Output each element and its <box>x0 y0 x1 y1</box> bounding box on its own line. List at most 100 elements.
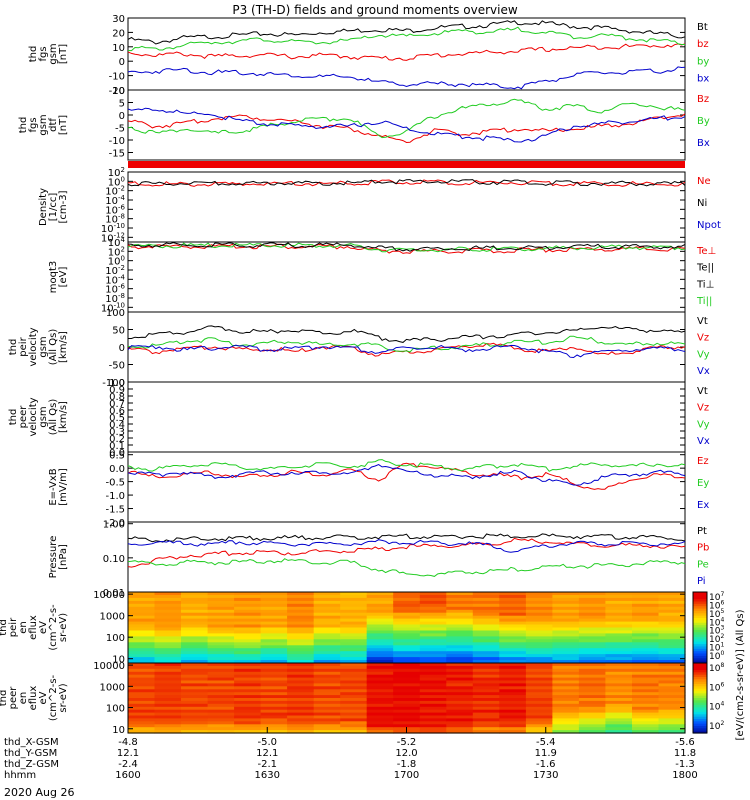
heatmap-cell <box>499 597 527 602</box>
heatmap-cell <box>207 727 235 731</box>
heatmap-cell <box>525 712 553 717</box>
heatmap-cell <box>207 692 235 696</box>
heatmap-cell <box>525 624 553 629</box>
heatmap-cell <box>578 680 606 684</box>
heatmap-cell <box>260 680 288 684</box>
heatmap-cell <box>658 677 686 682</box>
heatmap-cell <box>552 595 580 599</box>
heatmap-cell <box>340 724 368 728</box>
panel-3: 10210010-210-410-610-810-1010-12Density[… <box>38 166 721 244</box>
heatmap-cell <box>552 706 580 711</box>
heatmap-cell <box>128 636 156 640</box>
heatmap-cell <box>154 618 182 623</box>
heatmap-cell <box>234 624 262 629</box>
heatmap-cell <box>658 686 686 690</box>
heatmap-cell <box>207 674 235 679</box>
colorbar-segment <box>693 702 707 706</box>
heatmap-cell <box>207 721 235 725</box>
heatmap-cell <box>419 603 447 608</box>
legend-Te⊥: Te⊥ <box>696 246 716 257</box>
heatmap-cell <box>419 674 447 679</box>
colorbar-segment <box>693 679 707 683</box>
heatmap-cell <box>207 633 235 637</box>
heatmap-cell <box>393 618 421 623</box>
legend-Vx: Vx <box>697 366 710 377</box>
heatmap-cell <box>658 615 686 620</box>
heatmap-cell <box>366 603 394 608</box>
heatmap-cell <box>472 692 500 696</box>
heatmap-cell <box>128 592 156 596</box>
heatmap-cell <box>446 651 474 655</box>
heatmap-cell <box>366 692 394 696</box>
heatmap-cell <box>154 689 182 693</box>
heatmap-cell <box>154 712 182 717</box>
heatmap-cell <box>472 665 500 670</box>
heatmap-cell <box>287 715 315 719</box>
heatmap-cell <box>472 727 500 731</box>
heatmap-cell <box>525 718 553 722</box>
heatmap-cell <box>632 680 660 684</box>
heatmap-cell <box>181 706 209 711</box>
heatmap-cell <box>578 686 606 690</box>
heatmap-cell <box>207 615 235 620</box>
heatmap-cell <box>366 651 394 655</box>
heatmap-cell <box>605 654 633 658</box>
heatmap-cell <box>207 651 235 655</box>
heatmap-cell <box>446 609 474 614</box>
ytick-label: 10000 <box>93 661 125 672</box>
heatmap-cell <box>446 600 474 605</box>
legend-Ti⊥: Ti⊥ <box>696 279 714 290</box>
heatmap-cell <box>128 642 156 646</box>
heatmap-cell <box>472 695 500 699</box>
heatmap-cell <box>472 721 500 725</box>
ytick-label: 100 <box>106 308 125 319</box>
heatmap-cell <box>260 709 288 714</box>
heatmap-cell <box>234 674 262 679</box>
heatmap-cell <box>472 668 500 673</box>
axis-row-value: 11.9 <box>535 748 557 759</box>
heatmap-cell <box>234 654 262 658</box>
heatmap-cell <box>260 677 288 682</box>
ylabel-line: E=-VxB <box>48 468 59 505</box>
colorbar-segment <box>693 667 707 671</box>
heatmap-cell <box>207 715 235 719</box>
heatmap-cell <box>313 648 341 652</box>
heatmap-cell <box>366 680 394 684</box>
heatmap-cell <box>287 677 315 682</box>
colorbar-tick: 106 <box>709 681 724 693</box>
heatmap-cell <box>499 724 527 728</box>
colorbar-segment <box>693 672 707 676</box>
heatmap-cell <box>154 615 182 620</box>
colorbar-segment <box>693 599 707 603</box>
figure-title: P3 (TH-D) fields and ground moments over… <box>232 3 517 17</box>
heatmap-cell <box>181 618 209 623</box>
ylabel-line: fgs <box>28 117 39 132</box>
heatmap-cell <box>605 671 633 676</box>
legend-bx: bx <box>697 73 709 84</box>
heatmap-cell <box>499 663 527 667</box>
heatmap-cell <box>313 630 341 635</box>
heatmap-cell <box>525 695 553 699</box>
heatmap-cell <box>499 618 527 623</box>
heatmap-cell <box>578 724 606 728</box>
heatmap-cell <box>525 645 553 649</box>
series-line-Ex <box>127 464 686 486</box>
heatmap-cell <box>287 698 315 702</box>
heatmap-cell <box>446 630 474 635</box>
heatmap-cell <box>128 709 156 714</box>
ytick-label: 0.0 <box>109 448 125 459</box>
heatmap-cell <box>260 698 288 702</box>
heatmap-cell <box>181 700 209 705</box>
heatmap-cell <box>181 683 209 687</box>
heatmap-cell <box>207 686 235 690</box>
heatmap-cell <box>419 600 447 605</box>
heatmap-cell <box>128 606 156 611</box>
heatmap-cell <box>552 597 580 602</box>
colorbar-segment <box>693 691 707 694</box>
heatmap-cell <box>552 606 580 611</box>
heatmap-cell <box>525 654 553 658</box>
heatmap-cell <box>366 633 394 637</box>
ylabel-line: eflux <box>28 615 39 640</box>
ytick-label: 0.3 <box>109 427 125 438</box>
